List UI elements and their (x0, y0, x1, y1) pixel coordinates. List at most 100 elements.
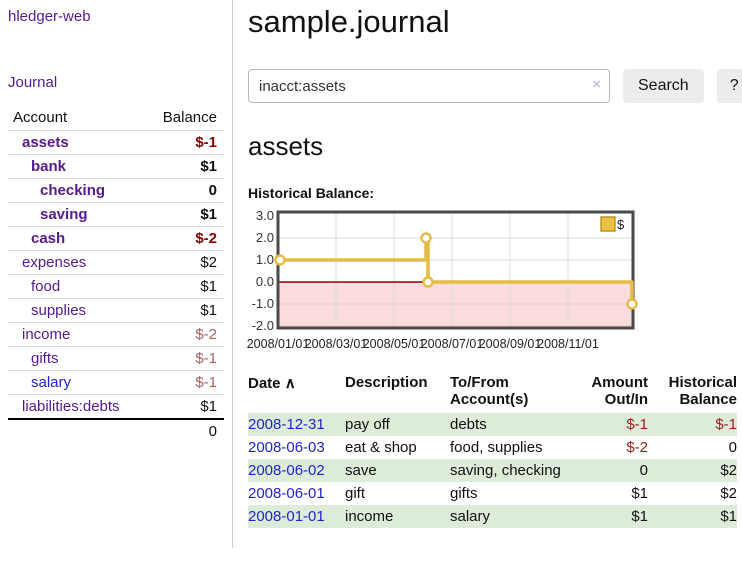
transaction-accounts: gifts (450, 485, 478, 502)
account-link-bank[interactable]: bank (31, 158, 67, 175)
main-panel: sample.journal × Search ? assets Histori… (233, 0, 742, 548)
transaction-amount: $-1 (626, 416, 648, 433)
account-row-expenses: expenses $2 (8, 250, 224, 275)
svg-text:2008/11/01: 2008/11/01 (537, 337, 599, 351)
account-row-checking: checking 0 (8, 178, 224, 203)
account-balance: $-1 (195, 374, 217, 391)
account-row-bank: bank $1 (8, 154, 224, 179)
register-col-balance: Historical Balance (668, 374, 737, 408)
search-button[interactable]: Search (623, 69, 704, 103)
account-link-liabilities-debts[interactable]: liabilities:debts (22, 398, 120, 415)
legend-swatch (600, 216, 616, 232)
clear-search-icon[interactable]: × (592, 76, 601, 93)
app-title-link[interactable]: hledger-web (8, 8, 91, 25)
accounts-header-row: Account Balance (8, 106, 224, 131)
account-row-liabilities-debts: liabilities:debts $1 (8, 394, 224, 420)
y-axis-ticks: 3.0 2.0 1.0 0.0 -1.0 -2.0 (252, 208, 274, 333)
register-row: 2008-06-03 eat & shop food, supplies $-2… (248, 436, 737, 459)
svg-text:-2.0: -2.0 (252, 318, 274, 333)
account-link-expenses[interactable]: expenses (22, 254, 87, 271)
transaction-balance: 0 (728, 439, 737, 456)
chart-title: Historical Balance: (248, 185, 375, 201)
page-title: sample.journal (248, 4, 450, 39)
account-balance: $-1 (195, 350, 217, 367)
register-col-date[interactable]: Date ∧ (248, 372, 345, 413)
accounts-total-row: 0 (8, 419, 224, 443)
transaction-description: eat & shop (345, 439, 417, 456)
account-link-income[interactable]: income (22, 326, 71, 343)
transaction-amount: $-2 (626, 439, 648, 456)
account-row-food: food $1 (8, 274, 224, 299)
account-row-assets: assets $-1 (8, 130, 224, 155)
register-header-row: Date ∧ Description To/From Account(s) Am… (248, 372, 737, 413)
data-point-markers (274, 232, 638, 310)
svg-text:2008/03/01: 2008/03/01 (305, 337, 368, 351)
transaction-date-link[interactable]: 2008-06-01 (248, 485, 325, 502)
account-row-income: income $-2 (8, 322, 224, 347)
sidebar: hledger-web Journal Account Balance asse… (0, 0, 233, 548)
svg-text:3.0: 3.0 (256, 208, 274, 223)
transaction-date-link[interactable]: 2008-06-02 (248, 462, 325, 479)
account-link-food[interactable]: food (31, 278, 61, 295)
register-row: 2008-06-01 gift gifts $1 $2 (248, 482, 737, 505)
transaction-date-link[interactable]: 2008-01-01 (248, 508, 325, 525)
transaction-date-link[interactable]: 2008-06-03 (248, 439, 325, 456)
transaction-amount: $1 (631, 485, 648, 502)
account-balance: 0 (208, 182, 217, 199)
accounts-col-balance: Balance (162, 109, 217, 126)
sidebar-item-journal[interactable]: Journal (8, 74, 58, 91)
x-axis-ticks: 2008/01/01 2008/03/01 2008/05/01 2008/07… (247, 337, 599, 351)
register-table: Date ∧ Description To/From Account(s) Am… (248, 372, 737, 528)
chart-border (276, 210, 635, 330)
transaction-balance: $2 (720, 485, 737, 502)
register-row: 2008-06-02 save saving, checking 0 $2 (248, 459, 737, 482)
transaction-date-link[interactable]: 2008-12-31 (248, 416, 325, 433)
svg-text:2008/05/01: 2008/05/01 (363, 337, 426, 351)
register-row: 2008-12-31 pay off debts $-1 $-1 (248, 413, 737, 436)
svg-text:2.0: 2.0 (256, 230, 274, 245)
date-header-label: Date (248, 375, 281, 392)
account-balance: $1 (200, 158, 217, 175)
sort-ascending-icon: ∧ (284, 375, 296, 392)
transaction-balance: $2 (720, 462, 737, 479)
account-balance: $-2 (195, 230, 217, 247)
transaction-description: income (345, 508, 394, 525)
svg-text:2008/01/01: 2008/01/01 (247, 337, 310, 351)
svg-text:2008/07/01: 2008/07/01 (421, 337, 484, 351)
transaction-description: pay off (345, 416, 390, 433)
negative-region (278, 282, 633, 328)
account-row-cash: cash $-2 (8, 226, 224, 251)
account-balance: $1 (200, 398, 217, 415)
account-link-assets[interactable]: assets (22, 134, 69, 151)
account-link-gifts[interactable]: gifts (31, 350, 59, 367)
account-link-supplies[interactable]: supplies (31, 302, 87, 319)
transaction-accounts: debts (450, 416, 487, 433)
search-input-wrap: × (248, 69, 610, 103)
account-balance: $1 (200, 206, 217, 223)
chart-legend: $ (600, 216, 625, 232)
transaction-balance: $-1 (715, 416, 737, 433)
account-link-saving[interactable]: saving (40, 206, 88, 223)
search-input[interactable] (248, 69, 610, 103)
transaction-accounts: salary (450, 508, 491, 525)
account-balance: $-1 (195, 134, 217, 151)
accounts-total-value: 0 (208, 423, 217, 440)
transaction-amount: $1 (631, 508, 648, 525)
account-row-supplies: supplies $1 (8, 298, 224, 323)
register-col-description: Description (345, 374, 428, 391)
account-balance: $1 (200, 278, 217, 295)
transaction-accounts: food, supplies (450, 439, 543, 456)
svg-text:2008/09/01: 2008/09/01 (479, 337, 542, 351)
svg-text:0.0: 0.0 (256, 274, 274, 289)
help-button[interactable]: ? (716, 69, 742, 103)
register-row: 2008-01-01 income salary $1 $1 (248, 505, 737, 528)
transaction-description: save (345, 462, 377, 479)
account-row-gifts: gifts $-1 (8, 346, 224, 371)
account-link-checking[interactable]: checking (40, 182, 106, 199)
legend-label: $ (617, 217, 625, 232)
transaction-balance: $1 (720, 508, 737, 525)
account-balance: $2 (200, 254, 217, 271)
svg-text:-1.0: -1.0 (252, 296, 274, 311)
account-link-cash[interactable]: cash (31, 230, 66, 247)
account-link-salary[interactable]: salary (31, 374, 72, 391)
